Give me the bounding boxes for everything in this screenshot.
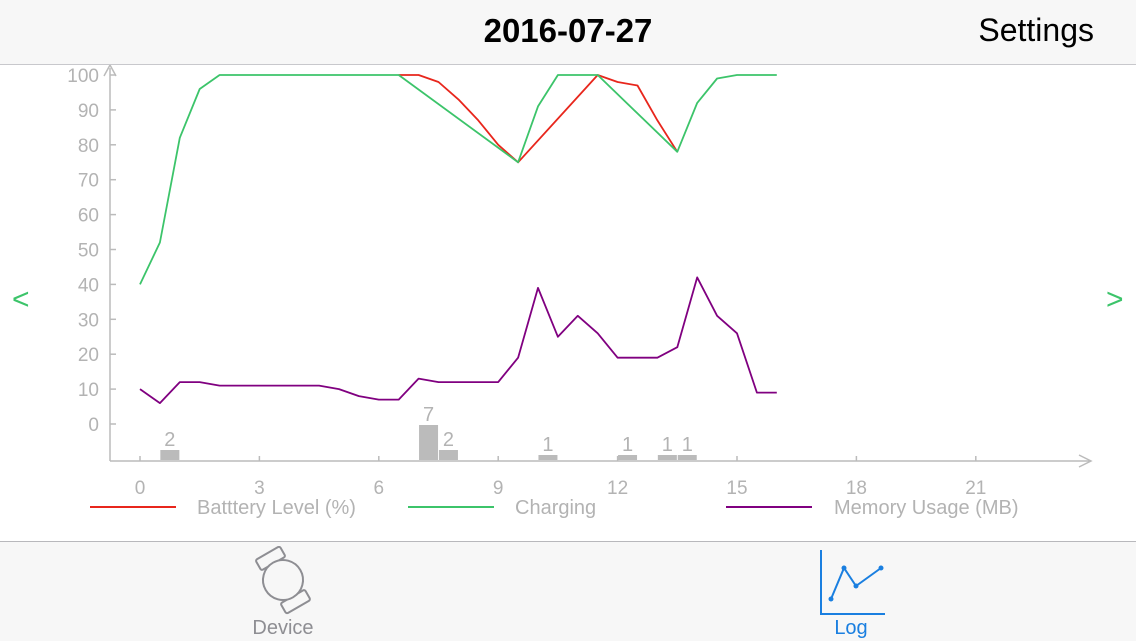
- x-tick-label: 9: [493, 478, 504, 499]
- y-tick-label: 90: [78, 101, 99, 122]
- event-bar-label: 2: [443, 429, 454, 451]
- event-bar: [657, 455, 677, 460]
- x-tick-label: 21: [965, 478, 986, 499]
- next-day-arrow[interactable]: >: [1106, 283, 1124, 316]
- charging-line: [139, 74, 777, 285]
- event-bar-label: 2: [164, 429, 175, 451]
- x-tick-label: 0: [135, 478, 146, 499]
- event-bar: [677, 455, 697, 460]
- event-bar: [438, 450, 458, 460]
- y-tick-label: 30: [78, 310, 99, 331]
- x-tick-label: 6: [374, 478, 385, 499]
- battery-level-line: [398, 74, 679, 164]
- event-bar: [419, 425, 439, 460]
- previous-day-arrow[interactable]: <: [12, 283, 30, 316]
- legend-label: Batttery Level (%): [197, 497, 356, 519]
- tab-log[interactable]: Log: [771, 542, 931, 641]
- legend-label: Charging: [515, 497, 596, 519]
- log-chart-area: 100 90 80 70 60 50 40 30 20 10 0 0 3 6 9 12 15 18 21 2 7 2 1 1 1…: [0, 63, 1136, 541]
- y-tick-label: 20: [78, 345, 99, 366]
- y-tick-label: 0: [88, 415, 99, 436]
- tab-log-label: Log: [834, 617, 868, 639]
- page-title: 2016-07-27: [483, 12, 653, 49]
- y-tick-label: 10: [78, 380, 99, 401]
- navigation-bar: 2016-07-27 Settings: [0, 0, 1136, 65]
- event-bar-label: 7: [423, 404, 434, 426]
- legend-label: Memory Usage (MB): [834, 497, 1018, 519]
- event-bar-label: 1: [622, 434, 633, 456]
- watch-icon: [255, 546, 311, 615]
- tab-device[interactable]: Device: [203, 542, 363, 641]
- event-bar-label: 1: [662, 434, 673, 456]
- x-tick-label: 18: [846, 478, 867, 499]
- y-tick-label: 70: [78, 171, 99, 192]
- y-tick-label: 80: [78, 136, 99, 157]
- x-tick-label: 12: [607, 478, 628, 499]
- tab-device-label: Device: [252, 617, 314, 639]
- y-tick-label: 50: [78, 241, 99, 262]
- x-tick-label: 3: [254, 478, 265, 499]
- event-bar: [160, 450, 180, 460]
- y-tick-label: 100: [67, 66, 99, 87]
- settings-button[interactable]: Settings: [978, 12, 1094, 48]
- event-bar: [618, 455, 638, 460]
- tab-bar: Device Log: [0, 541, 1136, 641]
- x-axis-arrowhead: [1078, 454, 1093, 468]
- y-tick-label: 40: [78, 275, 99, 296]
- event-bar: [538, 455, 558, 460]
- line-chart-icon: [820, 550, 885, 615]
- memory-usage-line: [139, 276, 777, 405]
- x-tick-label: 15: [726, 478, 747, 499]
- y-tick-label: 60: [78, 206, 99, 227]
- event-bar-label: 1: [682, 434, 693, 456]
- event-bar-label: 1: [542, 434, 553, 456]
- y-axis-arrowhead: [103, 63, 117, 77]
